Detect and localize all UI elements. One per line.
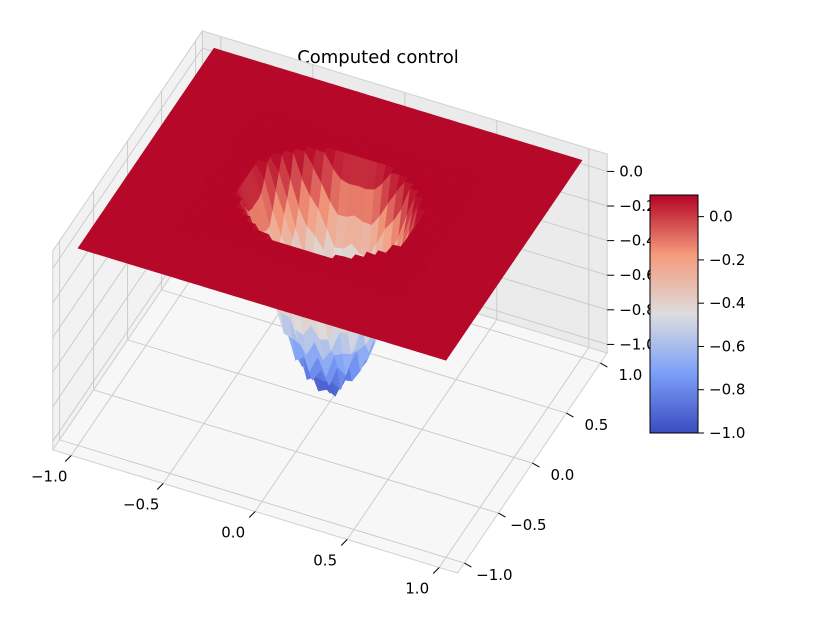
y-tick-mark <box>532 462 540 468</box>
z-tick-label: −0.4 <box>619 232 655 250</box>
y-tick-mark <box>464 562 472 568</box>
surface-plot <box>77 47 583 397</box>
x-tick-mark <box>432 567 440 574</box>
x-tick-mark <box>340 539 348 546</box>
colorbar-tick-label: −1.0 <box>709 424 745 442</box>
x-tick-mark <box>156 483 164 490</box>
z-tick-label: −0.6 <box>619 266 655 284</box>
axis-ticks: −1.0 −0.5 0.0 0.5 1.0 −1.0 −0.5 0.0 0.5 1.0 −1.0 −0… <box>31 162 656 597</box>
gridline-y-floor <box>93 389 499 514</box>
gridline-z-left <box>52 47 203 269</box>
z-tick-label: −0.8 <box>619 301 655 319</box>
y-tick-label: 1.0 <box>618 366 642 384</box>
y-tick-mark <box>566 412 574 418</box>
z-tick-label: −1.0 <box>619 335 655 353</box>
colorbar-tick-label: −0.4 <box>709 294 745 312</box>
colorbar-ticks: −1.0 −0.8 −0.6 −0.4 −0.2 0.0 <box>698 208 745 442</box>
x-tick-label: 1.0 <box>405 579 429 597</box>
y-tick-label: 0.0 <box>550 466 574 484</box>
colorbar-tick-label: −0.2 <box>709 251 745 269</box>
colorbar-tick-label: −0.8 <box>709 381 745 399</box>
y-tick-label: −1.0 <box>476 566 512 584</box>
x-tick-label: 0.5 <box>313 551 337 569</box>
colorbar: −1.0 −0.8 −0.6 −0.4 −0.2 0.0 <box>649 194 745 442</box>
gridline-y-floor <box>59 439 465 564</box>
z-tick-label: −0.2 <box>619 197 655 215</box>
x-tick-mark <box>248 511 256 518</box>
surface-face <box>437 352 450 361</box>
z-tick-label: 0.0 <box>619 162 643 180</box>
chart-title: Computed control <box>297 47 459 68</box>
y-tick-label: 0.5 <box>584 416 608 434</box>
colorbar-tick-label: −0.6 <box>709 337 745 355</box>
x-tick-label: −0.5 <box>123 495 159 513</box>
x-tick-mark <box>64 455 72 462</box>
y-tick-label: −0.5 <box>510 516 546 534</box>
gridline-y-floor <box>127 339 533 464</box>
y-tick-mark <box>600 362 608 368</box>
y-tick-mark <box>498 512 506 518</box>
colorbar-gradient <box>649 194 699 434</box>
x-tick-label: −1.0 <box>31 467 67 485</box>
x-tick-label: 0.0 <box>221 523 245 541</box>
colorbar-tick-label: 0.0 <box>709 208 733 226</box>
